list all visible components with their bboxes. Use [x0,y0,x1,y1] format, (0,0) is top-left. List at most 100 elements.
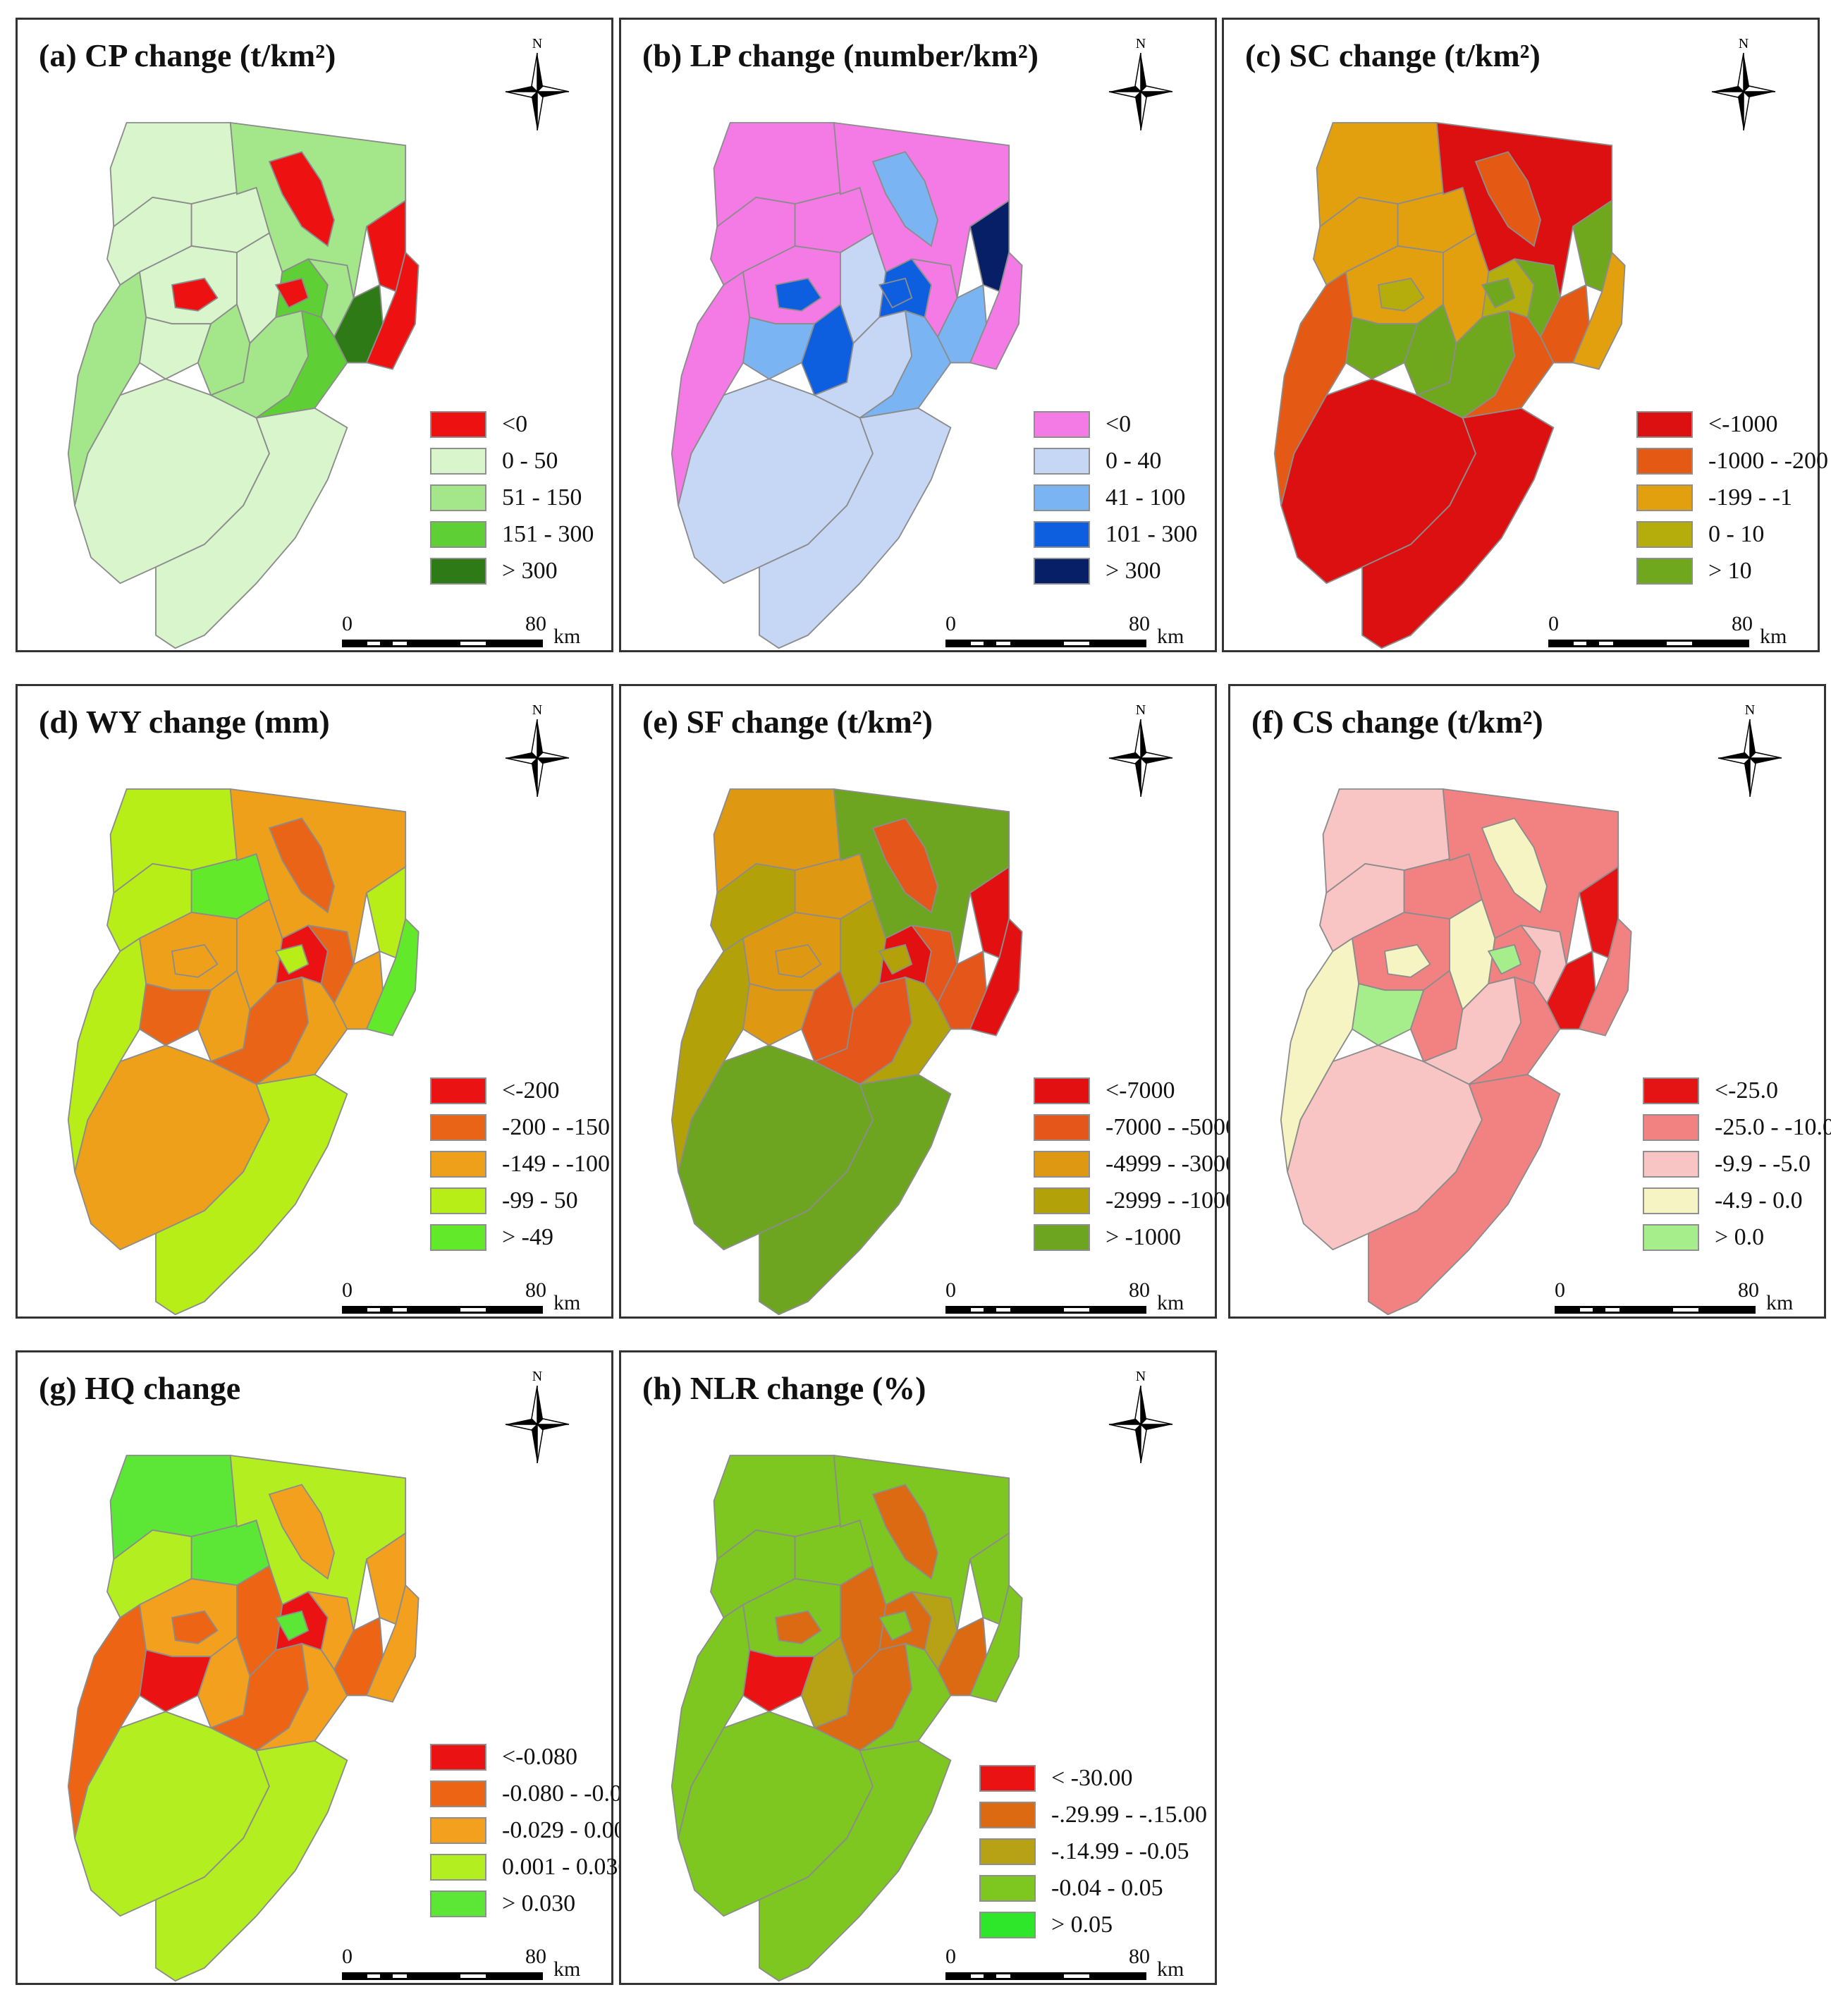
panel-c-sc-change: (c) SC change (t/km²) N <-1000 -1000 - -2… [1222,18,1828,652]
map-zone [365,1532,407,1625]
north-arrow-icon: N [498,35,576,131]
legend-swatch [1643,1114,1699,1141]
scale-bar-graphic [342,1306,543,1314]
scale-bar-graphic [1555,1306,1756,1314]
map-zone [1368,1073,1561,1316]
map-zone [256,310,348,419]
legend-swatch [1643,1187,1699,1214]
legend-item: 41 - 100 [1034,479,1217,516]
legend-label: 0 - 40 [1106,448,1162,474]
scale-end: 80 [525,1945,546,1968]
map-zone [969,917,1023,1037]
legend-label: <-0.080 [502,1744,577,1770]
north-label: N [532,702,542,718]
map-zone [155,1073,348,1316]
legend-swatch [1034,1114,1090,1141]
scale-start: 0 [1548,612,1559,635]
map-zone [1383,943,1431,978]
legend-item: -4999 - -3000 [1034,1146,1237,1183]
legend-swatch [1636,411,1693,438]
legend-item: <-25.0 [1643,1073,1826,1109]
scale-unit: km [1766,1291,1794,1314]
legend-label: > -1000 [1106,1224,1181,1250]
panel-h-nlr-change: (h) NLR change (%) N < -30.00 -.29.99 - -… [619,1350,1217,1985]
scale-end: 80 [1129,1945,1150,1968]
legend-item: -.14.99 - -0.05 [979,1833,1189,1870]
legend-item: -149 - -100 [430,1146,613,1183]
north-arrow-icon: N [1705,35,1782,131]
legend-swatch [1643,1224,1699,1251]
map-zone [1377,277,1425,312]
legend-label: 0.001 - 0.030 [502,1854,630,1880]
map-zone [268,1484,335,1580]
scale-bar-graphic [342,640,543,647]
scale-bar: 0 80 km [1548,612,1787,649]
scale-start: 0 [945,1278,956,1302]
map-zone [1481,817,1548,914]
scale-start: 0 [342,612,353,635]
legend-swatch [430,448,486,475]
legend-item: -2999 - -1000 [1034,1183,1237,1219]
legend-swatch [1034,521,1090,548]
map-zone [871,151,938,248]
region-map [1280,788,1632,1316]
panel-a-cp-change: (a) CP change (t/km²) N <0 0 - 50 51 - 150… [16,18,613,652]
legend-label: -4.9 - 0.0 [1715,1187,1803,1214]
legend-label: <0 [1106,411,1132,437]
legend-swatch [430,1890,486,1917]
scale-unit: km [1157,1957,1184,1981]
legend-swatch [1636,558,1693,585]
legend-item: <-200 [430,1073,613,1109]
map-zone [274,1610,310,1642]
legend-swatch [430,1780,486,1807]
legend-label: -4999 - -3000 [1106,1151,1237,1177]
legend-swatch [430,484,486,511]
legend-label: 151 - 300 [502,521,594,547]
panel-e-sf-change: (e) SF change (t/km²) N <-7000 -7000 - -5… [619,684,1237,1319]
legend-label: > 300 [502,558,558,584]
legend-item: 0 - 10 [1636,516,1820,553]
scale-bar: 0 80 km [1555,1278,1793,1315]
legend-label: -25.0 - -10.0 [1715,1114,1831,1140]
legend-swatch [1636,521,1693,548]
region-map [67,121,420,649]
region-map [67,1454,420,1982]
panel-title: (c) SC change (t/km²) [1245,37,1541,73]
map-zone [268,151,335,248]
legend-item: -9.9 - -5.0 [1643,1146,1826,1183]
legend-label: <-200 [502,1077,560,1104]
scale-bar-graphic [1548,640,1749,647]
region-map [670,788,1023,1316]
scale-end: 80 [525,612,546,635]
north-arrow-icon: N [1102,702,1180,798]
north-arrow-icon: N [498,702,576,798]
legend-swatch [979,1838,1036,1865]
legend-label: 101 - 300 [1106,521,1198,547]
legend-label: -7000 - -5000 [1106,1114,1237,1140]
legend-label: > 0.030 [502,1890,576,1917]
legend-swatch [1643,1077,1699,1104]
panel-title: (a) CP change (t/km²) [39,37,336,73]
legend-item: > 0.0 [1643,1219,1826,1256]
legend-item: -0.029 - 0.000 [430,1812,638,1849]
map-zone [171,943,219,978]
legend-label: -0.04 - 0.05 [1051,1875,1163,1901]
legend-item: -199 - -1 [1636,479,1820,516]
scale-bar: 0 80 km [945,1945,1184,1981]
north-label: N [532,36,542,51]
scale-end: 80 [1732,612,1753,635]
map-zone [171,277,219,312]
legend-swatch [430,1744,486,1771]
legend-label: 0 - 10 [1708,521,1765,547]
map-zone [155,1740,348,1982]
map-zone [365,1584,420,1703]
map-zone [274,943,310,975]
legend-swatch [430,1114,486,1141]
legend-item: 51 - 150 [430,479,613,516]
legend-swatch [430,1817,486,1844]
legend-label: > -49 [502,1224,553,1250]
map-zone [365,917,420,1037]
scale-unit: km [1157,625,1184,648]
panel-f-cs-change: (f) CS change (t/km²) N <-25.0 -25.0 - -1… [1228,684,1831,1319]
scale-end: 80 [1738,1278,1759,1302]
